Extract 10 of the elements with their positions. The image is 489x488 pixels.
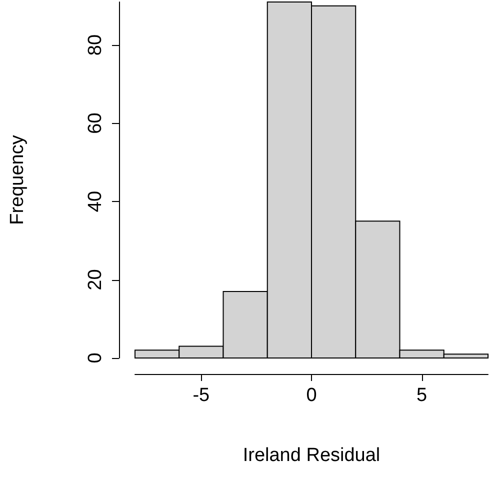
y-tick-label: 40 <box>85 190 106 212</box>
y-tick-label: 20 <box>85 269 106 290</box>
x-tick-label: -5 <box>192 385 210 406</box>
y-tick-label: 0 <box>85 352 106 364</box>
x-axis-title: Ireland Residual <box>242 445 380 466</box>
x-tick-label: 0 <box>306 385 317 406</box>
y-axis-title: Frequency <box>7 134 28 225</box>
x-tick-label: 5 <box>416 385 428 406</box>
y-tick-label: 60 <box>85 112 106 134</box>
y-tick-label: 80 <box>85 34 106 56</box>
